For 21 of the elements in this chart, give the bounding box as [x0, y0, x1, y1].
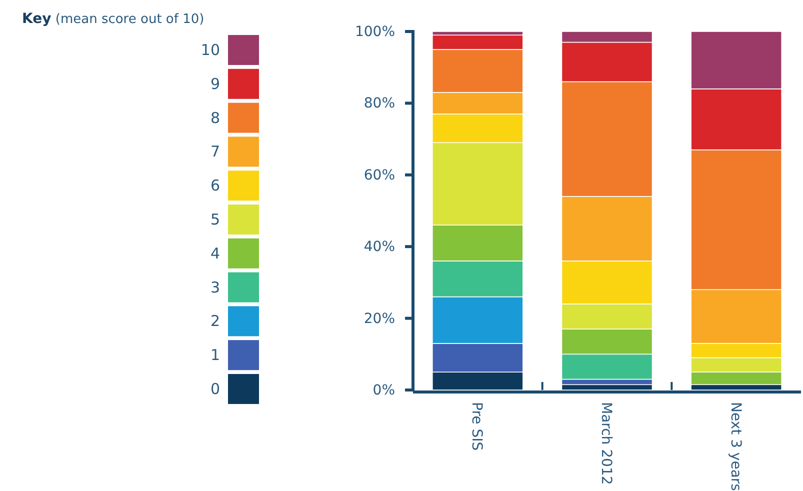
legend-label: 10: [200, 41, 220, 59]
legend-label: 1: [210, 346, 220, 364]
x-tick-label: March 2012: [598, 402, 614, 485]
x-tick-label: Next 3 years: [727, 402, 744, 491]
y-tick-label: 80%: [364, 96, 395, 112]
legend-label: 3: [210, 278, 220, 296]
legend-label: 0: [210, 380, 220, 398]
legend-label: 6: [210, 176, 220, 195]
legend-label: 9: [210, 74, 220, 93]
legend-label: 7: [210, 142, 220, 161]
y-tick-label: 40%: [364, 239, 395, 256]
legend-title: Key (mean score out of 10): [22, 11, 204, 27]
legend-label: 2: [210, 312, 220, 330]
x-tick-label: Pre SIS: [468, 402, 485, 451]
legend-label: 8: [210, 108, 220, 127]
y-tick-label: 0%: [372, 382, 395, 398]
y-tick-label: 60%: [364, 167, 395, 184]
y-tick-label: 20%: [364, 310, 395, 327]
y-tick-label: 100%: [354, 24, 395, 40]
legend-label: 4: [210, 244, 220, 262]
legend-label: 5: [210, 210, 220, 228]
